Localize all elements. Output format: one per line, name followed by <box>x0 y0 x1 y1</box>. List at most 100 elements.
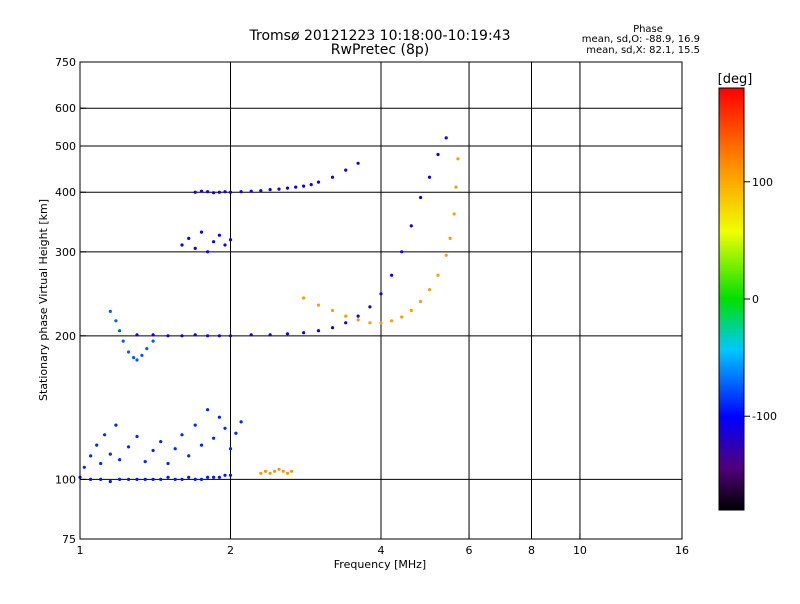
echo-point <box>344 314 348 318</box>
echo-point <box>206 250 210 254</box>
y-tick-label: 100 <box>55 473 76 486</box>
echo-point <box>228 238 233 242</box>
echo-point <box>409 224 413 228</box>
echo-point <box>294 185 298 189</box>
echo-point <box>379 321 383 325</box>
echo-point <box>285 471 290 475</box>
echo-point <box>159 440 163 444</box>
echo-point <box>436 273 440 277</box>
echo-point <box>330 175 335 179</box>
echo-point <box>108 452 112 456</box>
echo-point <box>180 477 184 481</box>
y-tick-label: 600 <box>55 102 76 115</box>
echo-point <box>390 273 394 277</box>
echo-point <box>89 454 93 458</box>
y-tick-label: 300 <box>55 246 76 259</box>
echo-point <box>199 230 204 234</box>
echo-point <box>212 191 216 195</box>
y-axis-ticks: 75 100 200 300 400 500 600 750 <box>55 56 86 546</box>
echo-point <box>330 326 335 330</box>
echo-point <box>180 433 184 437</box>
echo-point <box>239 420 243 424</box>
echo-point <box>151 333 155 337</box>
echo-point <box>212 436 216 440</box>
echo-point <box>302 331 306 335</box>
echo-point <box>223 473 227 477</box>
echo-point <box>135 477 139 481</box>
echo-point <box>206 475 210 479</box>
echo-point <box>187 475 191 479</box>
echo-point <box>121 339 125 343</box>
echo-point <box>268 471 272 475</box>
echo-point <box>277 467 281 471</box>
echo-point <box>135 434 139 439</box>
echo-point <box>206 334 210 338</box>
echo-point <box>217 475 221 479</box>
colorbar-tick-label: 0 <box>752 293 759 306</box>
echo-point <box>217 233 221 237</box>
x-axis-ticks: 1 2 4 6 8 10 16 <box>77 533 689 557</box>
echo-point <box>173 477 177 481</box>
echo-point <box>99 461 103 466</box>
echo-point <box>166 334 170 338</box>
echo-point <box>126 445 131 449</box>
echo-point <box>228 334 233 338</box>
echo-point <box>368 305 372 309</box>
x-tick-label: 4 <box>378 544 385 557</box>
grid-lines <box>80 62 682 539</box>
echo-point <box>223 190 227 194</box>
colorbar-tick-label: -100 <box>752 410 777 423</box>
echo-point <box>268 188 272 192</box>
echo-point <box>456 157 460 161</box>
echo-point <box>281 469 285 473</box>
stats-line-x: mean, sd,X: 82.1, 15.5 <box>586 45 700 56</box>
echo-point <box>228 473 233 477</box>
echo-point <box>400 315 404 319</box>
echo-point <box>316 303 321 307</box>
echo-point <box>228 190 233 194</box>
echo-point <box>187 236 191 240</box>
echo-point <box>143 477 147 481</box>
echo-point <box>234 431 238 435</box>
echo-point <box>259 471 263 475</box>
echo-point <box>273 469 277 473</box>
echo-point <box>419 299 423 304</box>
colorbar-tick-label: 100 <box>752 176 773 189</box>
echo-point <box>212 240 216 244</box>
echo-point <box>448 236 452 240</box>
echo-point <box>193 190 197 194</box>
echo-point <box>217 415 221 419</box>
echo-point <box>344 168 348 172</box>
echo-point <box>193 333 197 337</box>
echo-point <box>82 465 86 469</box>
echo-point <box>390 319 394 323</box>
x-tick-label: 16 <box>675 544 689 557</box>
echo-point <box>118 458 122 462</box>
echo-point <box>193 246 197 250</box>
echo-point <box>223 243 227 247</box>
x-tick-label: 6 <box>466 544 473 557</box>
echo-point <box>316 329 321 333</box>
echo-point <box>259 189 263 193</box>
echo-points <box>78 136 460 484</box>
echo-point <box>427 175 432 179</box>
echo-point <box>309 183 313 187</box>
echo-point <box>89 477 93 481</box>
echo-point <box>99 477 103 481</box>
echo-point <box>95 443 99 447</box>
echo-point <box>151 448 155 453</box>
echo-point <box>356 318 360 322</box>
echo-point <box>108 309 112 313</box>
echo-point <box>151 339 155 343</box>
echo-point <box>114 319 118 323</box>
echo-point <box>302 296 306 300</box>
echo-point <box>132 356 136 360</box>
echo-point <box>427 288 432 292</box>
y-tick-label: 750 <box>55 56 76 69</box>
x-tick-label: 8 <box>528 544 535 557</box>
echo-point <box>379 292 383 296</box>
echo-point <box>140 353 144 357</box>
colorbar <box>718 87 745 511</box>
echo-point <box>126 477 131 481</box>
echo-point <box>228 447 233 451</box>
